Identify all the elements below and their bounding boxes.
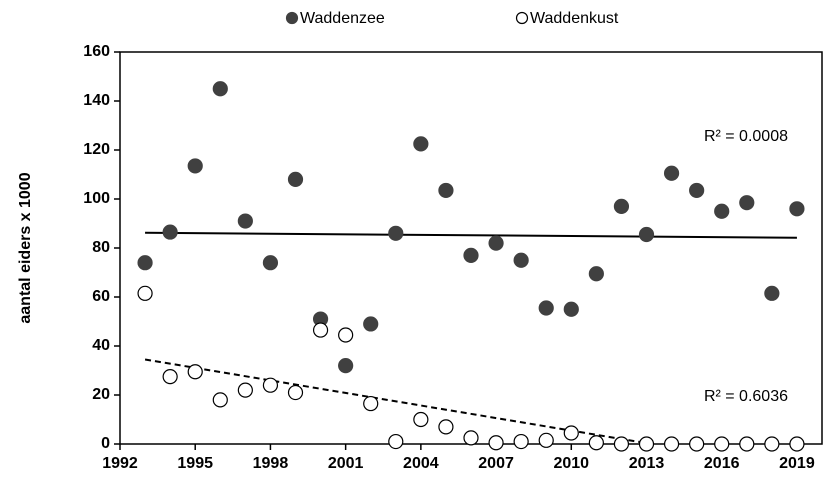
data-point [463, 430, 479, 446]
y-tick-label: 20 [92, 386, 110, 403]
data-point [488, 235, 504, 251]
legend-label: Waddenzee [300, 10, 385, 27]
data-point [739, 436, 755, 452]
y-tick-label: 160 [83, 43, 110, 60]
data-point [764, 285, 780, 301]
x-tick-label: 2001 [328, 455, 364, 472]
data-point [563, 301, 579, 317]
data-point [137, 285, 153, 301]
data-point [689, 436, 705, 452]
data-point [538, 300, 554, 316]
data-point [338, 327, 354, 343]
data-point [513, 433, 529, 450]
data-point [187, 158, 203, 174]
data-point [287, 171, 304, 187]
data-point [588, 435, 604, 451]
y-tick-label: 140 [83, 92, 110, 109]
x-tick-label: 2013 [629, 455, 665, 472]
data-point [689, 182, 705, 199]
data-point [739, 195, 755, 211]
data-point [488, 435, 504, 451]
data-point [764, 436, 780, 452]
trendline [145, 231, 797, 239]
legend-label: Waddenkust [530, 10, 619, 27]
x-tick-label: 2016 [704, 455, 740, 472]
x-tick-label: 1995 [177, 455, 213, 472]
x-tick-label: 1992 [102, 455, 138, 472]
y-tick-label: 40 [92, 337, 110, 354]
data-point [789, 201, 805, 217]
data-point [513, 252, 529, 268]
data-point [563, 425, 579, 441]
data-point [338, 358, 354, 374]
data-point [438, 419, 454, 435]
data-point [162, 369, 178, 385]
data-point [789, 436, 805, 452]
x-tick-label: 2010 [553, 455, 589, 472]
data-point [413, 411, 429, 428]
data-point [287, 384, 304, 401]
r-squared-label: R² = 0.0008 [704, 128, 788, 145]
data-point [187, 364, 203, 380]
data-point [714, 436, 730, 452]
data-point [438, 182, 454, 199]
data-point [388, 433, 404, 450]
x-tick-label: 2004 [403, 455, 439, 472]
data-point [588, 266, 604, 282]
data-point [262, 255, 279, 271]
y-tick-label: 60 [92, 288, 110, 305]
x-tick-label: 2007 [478, 455, 514, 472]
x-tick-label: 1998 [253, 455, 289, 472]
y-tick-label: 120 [83, 141, 110, 158]
trendline [144, 358, 652, 445]
y-tick-label: 100 [83, 190, 110, 207]
data-point [538, 432, 554, 448]
data-point [212, 81, 228, 97]
x-tick-label: 2019 [779, 455, 815, 472]
legend-marker [285, 11, 299, 25]
data-point [613, 436, 630, 452]
data-point [714, 203, 730, 219]
data-point [638, 436, 655, 452]
data-point [162, 224, 178, 240]
data-point [413, 136, 429, 152]
data-point [363, 395, 379, 412]
legend-marker [515, 11, 529, 25]
data-point [463, 247, 479, 263]
data-point [663, 165, 680, 181]
data-point [388, 225, 404, 241]
y-axis-title: aantal eiders x 1000 [17, 172, 34, 323]
data-point [212, 392, 228, 408]
data-point [237, 382, 253, 398]
y-tick-label: 0 [101, 435, 110, 452]
data-point [137, 255, 153, 271]
data-point [638, 226, 655, 243]
data-point [237, 213, 253, 229]
y-tick-label: 80 [92, 239, 110, 256]
data-point [663, 436, 680, 452]
data-point [262, 377, 279, 393]
data-point [613, 198, 630, 214]
data-point [312, 322, 329, 338]
r-squared-label: R² = 0.6036 [704, 388, 788, 405]
data-point [363, 316, 379, 332]
